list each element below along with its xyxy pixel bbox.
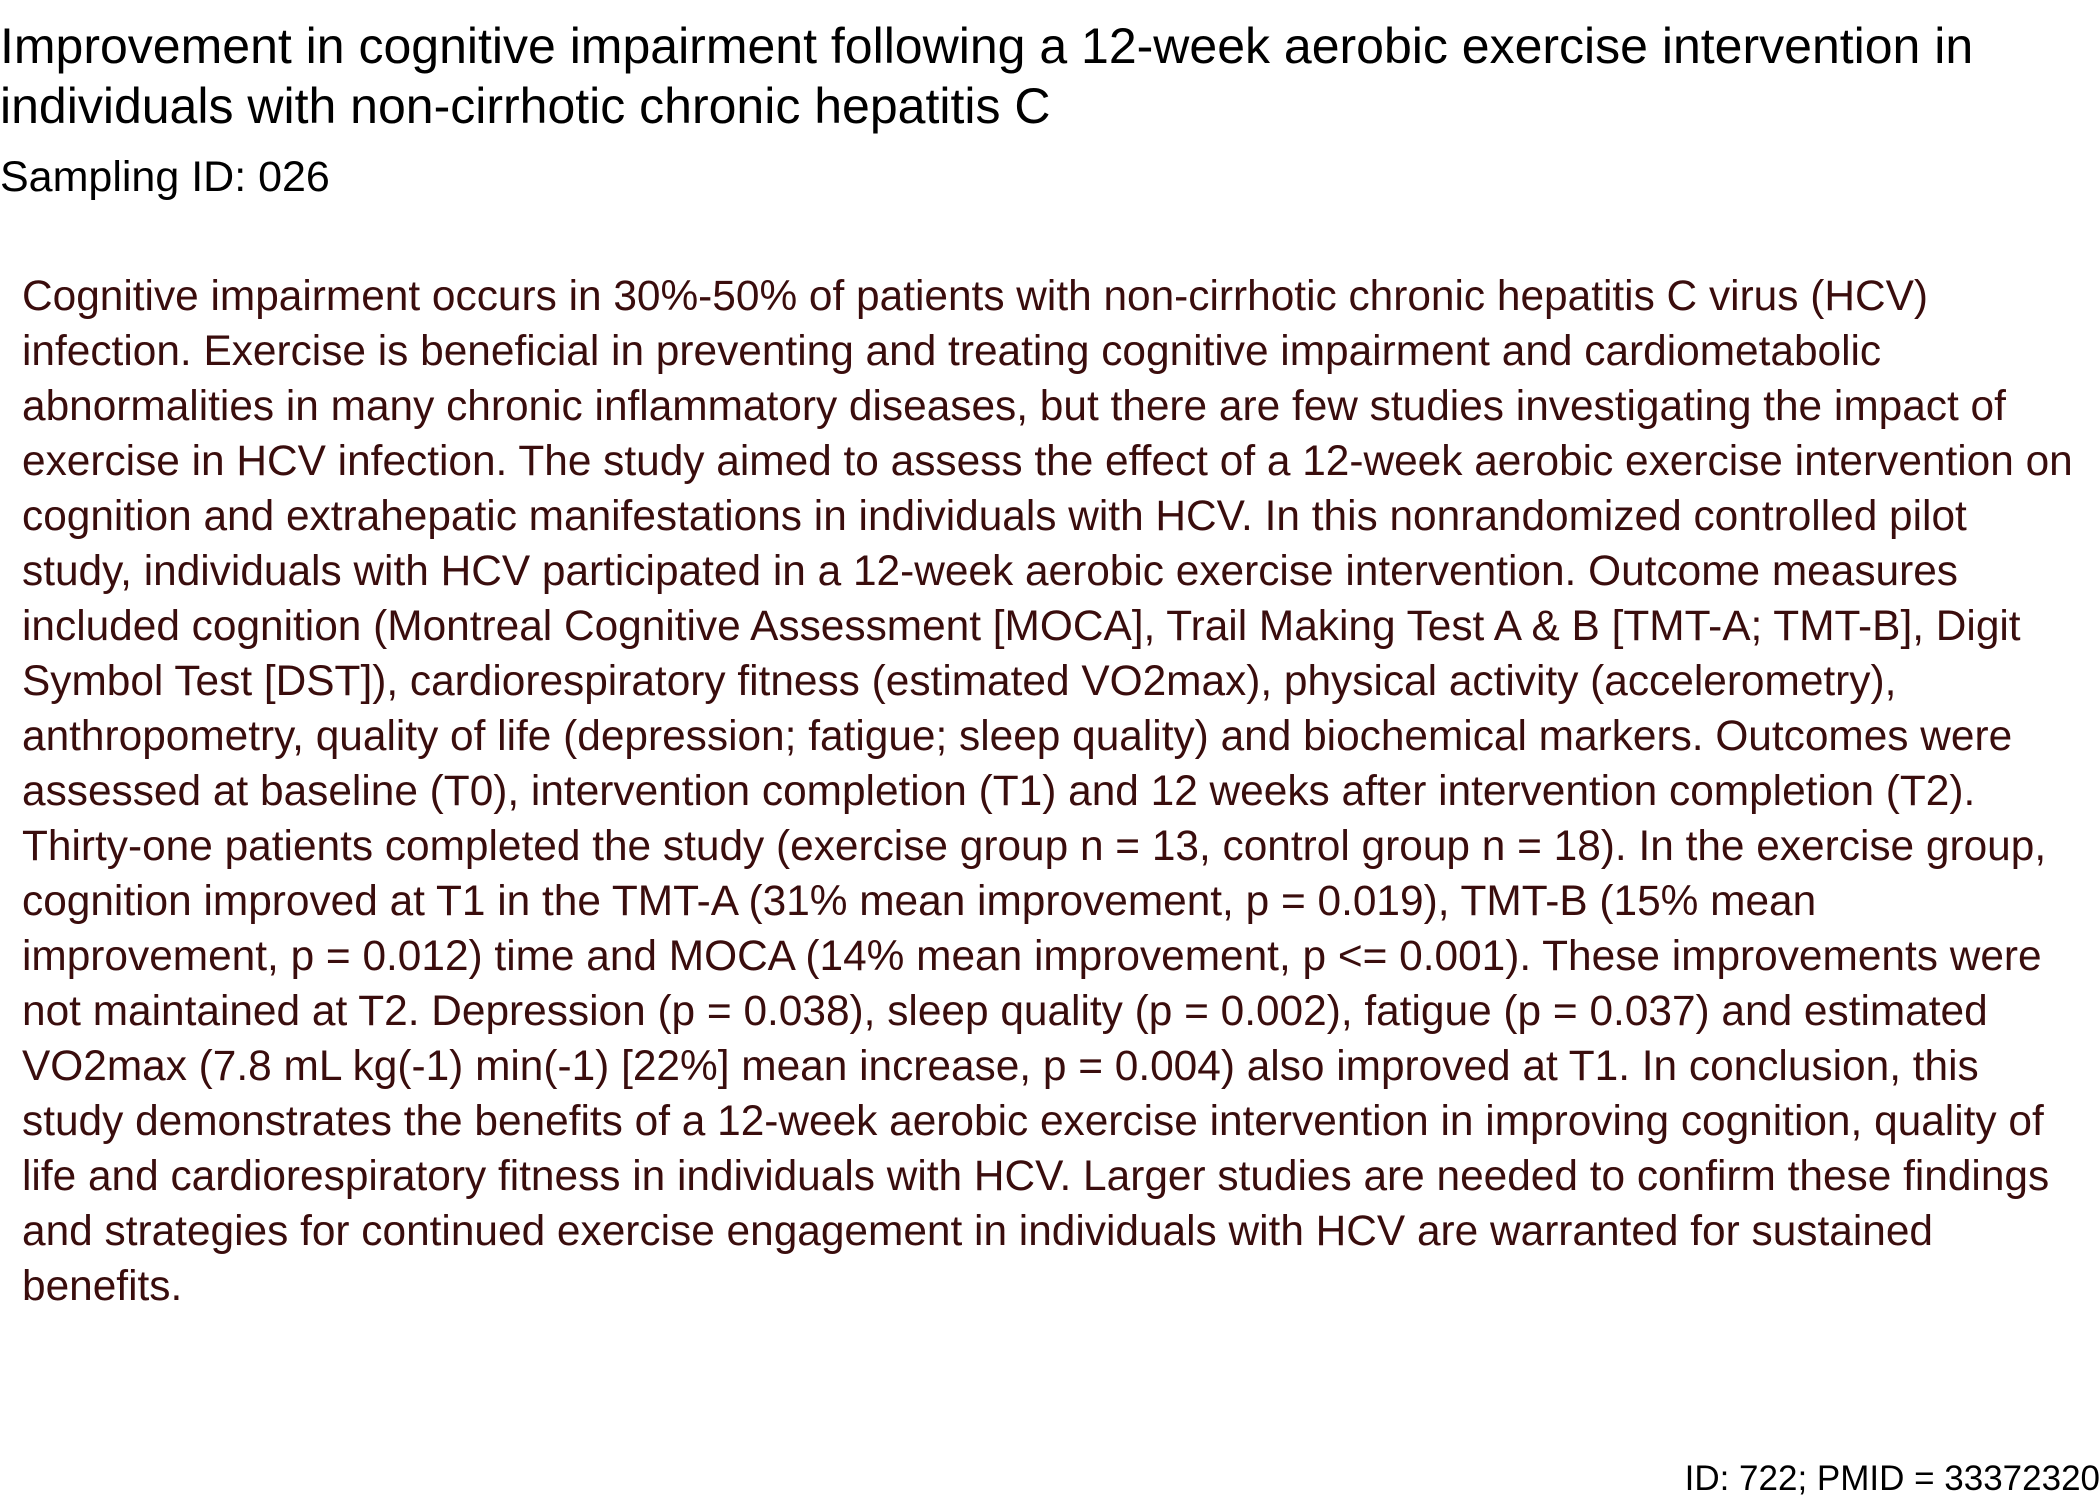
- abstract-text: Cognitive impairment occurs in 30%-50% o…: [22, 272, 2073, 1309]
- sampling-id: Sampling ID: 026: [0, 153, 330, 201]
- footer-id: ID: 722; PMID = 33372320: [1684, 1459, 2100, 1498]
- document-title: Improvement in cognitive impairment foll…: [0, 18, 1974, 134]
